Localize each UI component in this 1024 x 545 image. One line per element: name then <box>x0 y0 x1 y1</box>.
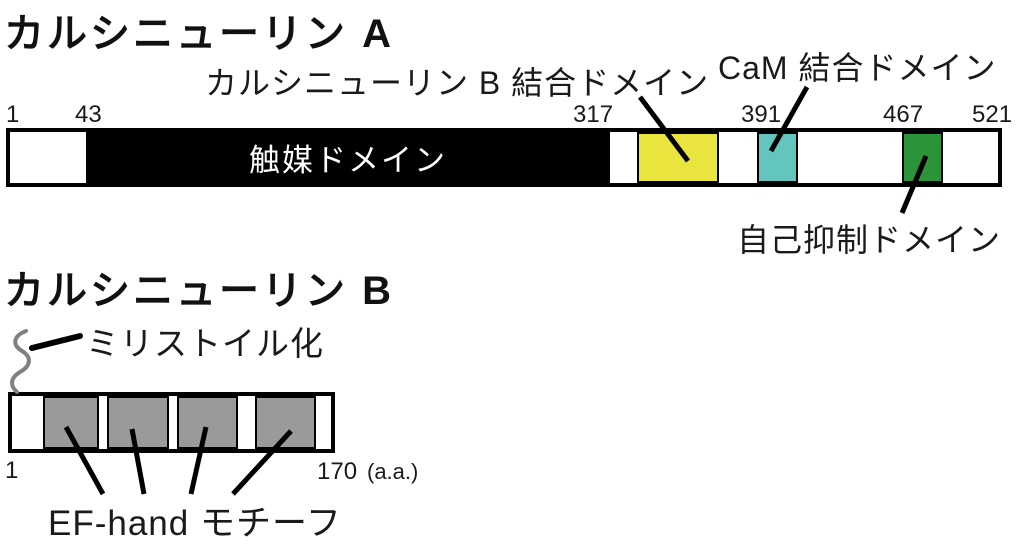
tick-aa-317: 317 <box>573 101 614 128</box>
tick-aa-170: 170 <box>317 458 358 485</box>
ef-hand-motif-segment-2 <box>107 396 169 449</box>
calcineurin-b-title: カルシニューリン B <box>4 269 394 313</box>
autoinhibitory-domain-segment <box>902 132 943 183</box>
tick-aa-467: 467 <box>883 101 924 128</box>
autoinhibitory-domain-label: 自己抑制ドメイン <box>737 222 1002 258</box>
ef-hand-motif-segment-4 <box>255 396 316 449</box>
tick-aa-43: 43 <box>75 101 102 128</box>
tick-aa-1-b: 1 <box>5 457 19 484</box>
unit-label: (a.a.) <box>367 459 419 484</box>
ef-hand-motif-label: EF-hand モチーフ <box>48 504 342 543</box>
catalytic-domain-segment: 触媒ドメイン <box>86 132 610 183</box>
ef-hand-motif-segment-3 <box>177 396 238 449</box>
cnb-binding-domain-label: カルシニューリン B 結合ドメイン <box>205 65 710 101</box>
tick-aa-521: 521 <box>972 101 1013 128</box>
tick-aa-391: 391 <box>741 101 782 128</box>
tick-aa-1: 1 <box>6 101 20 128</box>
calcineurin-a-bar: 触媒ドメイン <box>6 128 1002 187</box>
myristoylation-label: ミリストイル化 <box>86 325 324 362</box>
myristoylation-pointer-line <box>29 333 83 351</box>
cam-binding-domain-label: CaM 結合ドメイン <box>718 50 997 86</box>
calcineurin-b-bar <box>8 392 335 453</box>
catalytic-domain-label: 触媒ドメイン <box>249 143 447 178</box>
calcineurin-a-title: カルシニューリン A <box>4 12 394 56</box>
cam-binding-domain-segment <box>757 132 798 183</box>
cnb-binding-domain-segment <box>637 132 719 183</box>
ef-hand-motif-segment-1 <box>43 396 99 449</box>
myristoylation-squiggle <box>10 329 31 394</box>
